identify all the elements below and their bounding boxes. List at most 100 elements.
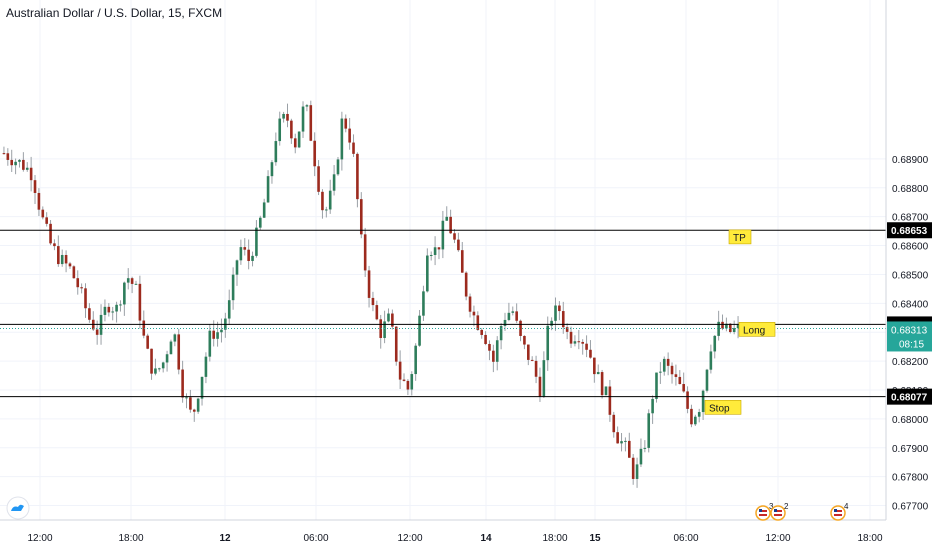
candle-body (138, 283, 142, 321)
candle-body (538, 376, 542, 398)
candle-body (697, 412, 701, 417)
candle-body (701, 390, 705, 413)
candle-body (22, 159, 25, 170)
candle-body (146, 335, 149, 349)
candle-body (449, 216, 452, 234)
candle-body (581, 341, 584, 344)
candle-body (577, 341, 581, 343)
candle-body (468, 296, 472, 312)
candle-body (554, 305, 557, 321)
candle-body (371, 297, 375, 306)
flag-stripe (834, 514, 842, 516)
chart-annotations[interactable]: TP Long Stop (704, 229, 776, 415)
annotation-label: Stop (709, 403, 730, 414)
candle-body (208, 330, 212, 357)
candle-body (499, 325, 503, 341)
candle-body (189, 397, 192, 410)
candle-body (76, 278, 80, 288)
candle-body (709, 351, 713, 370)
candle-body (445, 216, 449, 221)
candle-body (123, 282, 126, 305)
symbol-title: Australian Dollar / U.S. Dollar, 15, FXC… (6, 6, 223, 20)
annotation-box[interactable] (704, 400, 742, 415)
candle-body (600, 372, 604, 396)
candle-body (573, 341, 577, 344)
candle-body (728, 323, 732, 333)
economic-events[interactable]: 3 2 4 (755, 502, 849, 521)
time-tick-label: 12:00 (27, 533, 52, 544)
time-tick-label: 18:00 (542, 533, 567, 544)
price-tick-label: 0.68600 (892, 242, 929, 253)
candle-body (220, 329, 223, 333)
tradingview-logo-icon[interactable] (6, 496, 30, 520)
candle-body (666, 358, 670, 366)
candle-body (325, 209, 328, 211)
flag-stripe (759, 510, 767, 512)
candle-body (398, 361, 402, 380)
candle-body (476, 315, 480, 330)
candle-body (596, 372, 600, 375)
candle-body (690, 408, 693, 425)
flag-canton (774, 509, 777, 512)
candle-body (437, 247, 441, 250)
candle-body (426, 255, 429, 292)
candle-body (41, 209, 45, 218)
candle-body (631, 457, 635, 479)
candle-body (103, 306, 107, 315)
event-count: 3 (769, 502, 774, 511)
candle-body (352, 142, 355, 154)
candle-body (682, 384, 685, 392)
candle-body (441, 220, 445, 250)
horizontal-levels[interactable] (0, 229, 886, 398)
candle-body (130, 278, 134, 284)
candle-body (686, 391, 689, 409)
candle-body (725, 323, 728, 329)
candle-body (68, 263, 72, 267)
candle-body (165, 354, 169, 363)
candle-body (492, 350, 495, 362)
price-tick-label: 0.68900 (892, 155, 929, 166)
candle-body (550, 320, 553, 326)
candle-body (332, 174, 336, 191)
candle-body (142, 320, 146, 336)
candle-body (527, 344, 530, 360)
candle-body (546, 325, 550, 361)
candle-body (107, 306, 111, 313)
candle-body (321, 191, 324, 211)
time-tick-label: 12:00 (397, 533, 422, 544)
us-flag-event-icon[interactable]: 4 (830, 502, 849, 521)
candle-body (507, 312, 511, 320)
annotation-box[interactable] (728, 229, 752, 245)
candle-body (534, 360, 538, 377)
candle-body (713, 335, 717, 352)
candle-body (523, 335, 526, 345)
annotation-box[interactable] (738, 322, 776, 337)
candle-body (115, 304, 118, 312)
candle-body (259, 217, 262, 228)
candle-body (414, 345, 417, 375)
candle-body (593, 357, 596, 375)
candle-body (185, 397, 188, 399)
time-axis[interactable] (0, 519, 932, 550)
candle-body (328, 190, 332, 210)
candle-body (383, 321, 386, 338)
candle-body (391, 313, 394, 327)
candle-body (119, 304, 122, 306)
candle-body (457, 239, 460, 251)
us-flag-event-icon[interactable]: 2 (770, 502, 789, 521)
candle-body (6, 153, 10, 160)
candle-body (480, 329, 483, 335)
candle-body (717, 321, 720, 336)
candle-body (530, 359, 534, 361)
price-tick-label: 0.68700 (892, 213, 929, 224)
candle-body (678, 376, 682, 385)
event-count: 2 (784, 502, 789, 511)
candle-body (243, 247, 247, 250)
candle-body (88, 308, 91, 320)
us-flag-event-icon[interactable]: 3 (755, 502, 774, 521)
time-tick-label: 15 (589, 533, 601, 544)
candle-body (585, 343, 588, 350)
price-axis[interactable] (885, 0, 932, 520)
price-tick-label: 0.68800 (892, 184, 929, 195)
